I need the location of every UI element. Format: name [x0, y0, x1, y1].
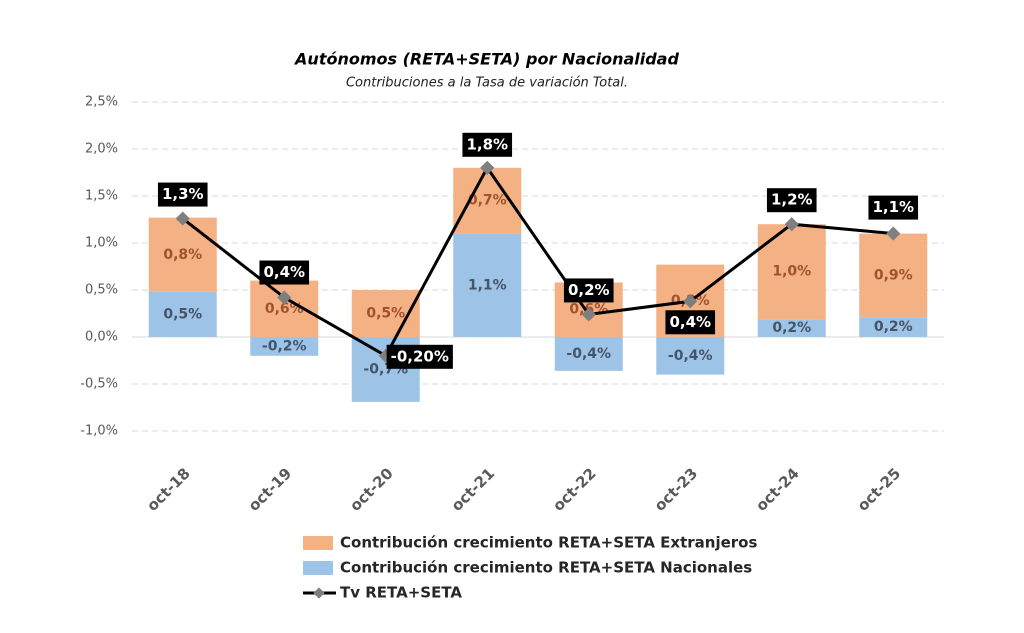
bar-value-label: -0,4%: [566, 346, 611, 362]
y-tick-label: 1,0%: [85, 236, 118, 251]
line-value-label-box: [462, 132, 513, 157]
line-value-label-box: [386, 344, 453, 369]
y-tick-label: 0,0%: [85, 330, 118, 345]
bar-value-label: 0,7%: [468, 193, 507, 209]
legend-swatch: [303, 536, 333, 550]
line-marker: [784, 217, 799, 232]
bar-value-label: -0,2%: [262, 338, 307, 354]
bar-value-label: 1,0%: [772, 264, 811, 280]
x-tick-label: oct-21: [448, 464, 499, 515]
line-value-label-group: 0,4%: [259, 260, 310, 285]
bar: [148, 291, 217, 337]
bar: [148, 217, 217, 292]
x-tick-label: oct-19: [245, 464, 296, 515]
line-value-label: 0,4%: [669, 313, 711, 331]
legend-label: Contribución crecimiento RETA+SETA Extra…: [340, 534, 757, 552]
x-tick-label: oct-22: [549, 464, 600, 515]
line-value-label-box: [563, 278, 614, 303]
bar-value-label: 0,2%: [772, 320, 811, 336]
bar-value-label: -0,4%: [668, 348, 713, 364]
line-value-label: 1,8%: [466, 135, 508, 153]
bar: [757, 319, 826, 337]
bar-value-label: 0,9%: [874, 267, 913, 283]
line-marker: [480, 160, 495, 175]
legend-label: Contribución crecimiento RETA+SETA Nacio…: [340, 559, 752, 577]
bar: [554, 337, 623, 371]
line-series: [181, 164, 894, 358]
chart-title: Autónomos (RETA+SETA) por Nacionalidad: [293, 50, 679, 69]
line-value-label-box: [259, 260, 310, 285]
y-tick-label: 1,5%: [85, 189, 118, 204]
bar-value-label: 0,2%: [874, 319, 913, 335]
bar: [656, 337, 725, 375]
line-value-label: -0,20%: [391, 347, 449, 365]
line-value-label: 1,1%: [872, 198, 914, 216]
line-marker: [175, 211, 190, 226]
line-value-label-group: -0,20%: [386, 344, 453, 369]
y-tick-label: 0,5%: [85, 283, 118, 298]
chart-subtitle: Contribuciones a la Tasa de variación To…: [346, 76, 628, 91]
bar: [250, 337, 319, 356]
y-tick-label: 2,0%: [85, 142, 118, 157]
line-value-label-group: 1,1%: [868, 195, 919, 220]
bar: [250, 280, 319, 337]
legend-label: Tv RETA+SETA: [340, 584, 462, 602]
line-value-label-group: 1,3%: [157, 182, 208, 207]
bar-value-label: 0,5%: [366, 306, 405, 322]
legend-swatch: [303, 561, 333, 575]
bar-value-label: 0,8%: [163, 247, 202, 263]
line-value-label: 0,4%: [263, 263, 305, 281]
line-value-label-box: [868, 195, 919, 220]
line-marker: [581, 307, 596, 322]
line-value-label: 1,3%: [162, 185, 204, 203]
x-tick-label: oct-20: [346, 464, 397, 515]
y-tick-label: -0,5%: [80, 377, 118, 392]
y-tick-label: 2,5%: [85, 95, 118, 110]
bar: [453, 233, 522, 337]
bar: [859, 317, 928, 337]
bar-value-label: 1,1%: [468, 277, 507, 293]
line-value-label-box: [665, 310, 716, 335]
line-marker: [683, 294, 698, 309]
line-marker: [886, 226, 901, 241]
legend-marker: [313, 587, 325, 599]
x-tick-label: oct-23: [651, 464, 702, 515]
bar-value-label: 0,5%: [163, 306, 202, 322]
line-value-label: 1,2%: [771, 191, 813, 209]
line-value-label: 0,2%: [568, 281, 610, 299]
line-value-label-group: 0,2%: [563, 278, 614, 303]
x-tick-label: oct-24: [752, 464, 803, 515]
line-value-label-box: [157, 182, 208, 207]
line-marker: [277, 290, 292, 305]
y-tick-label: -1,0%: [80, 424, 118, 439]
line-value-label-group: 1,8%: [462, 132, 513, 157]
bar: [859, 233, 928, 318]
line-value-label-box: [766, 188, 817, 213]
x-tick-label: oct-18: [143, 464, 194, 515]
line-value-label-group: 0,4%: [665, 310, 716, 335]
x-tick-label: oct-25: [854, 464, 905, 515]
line-value-label-group: 1,2%: [766, 188, 817, 213]
